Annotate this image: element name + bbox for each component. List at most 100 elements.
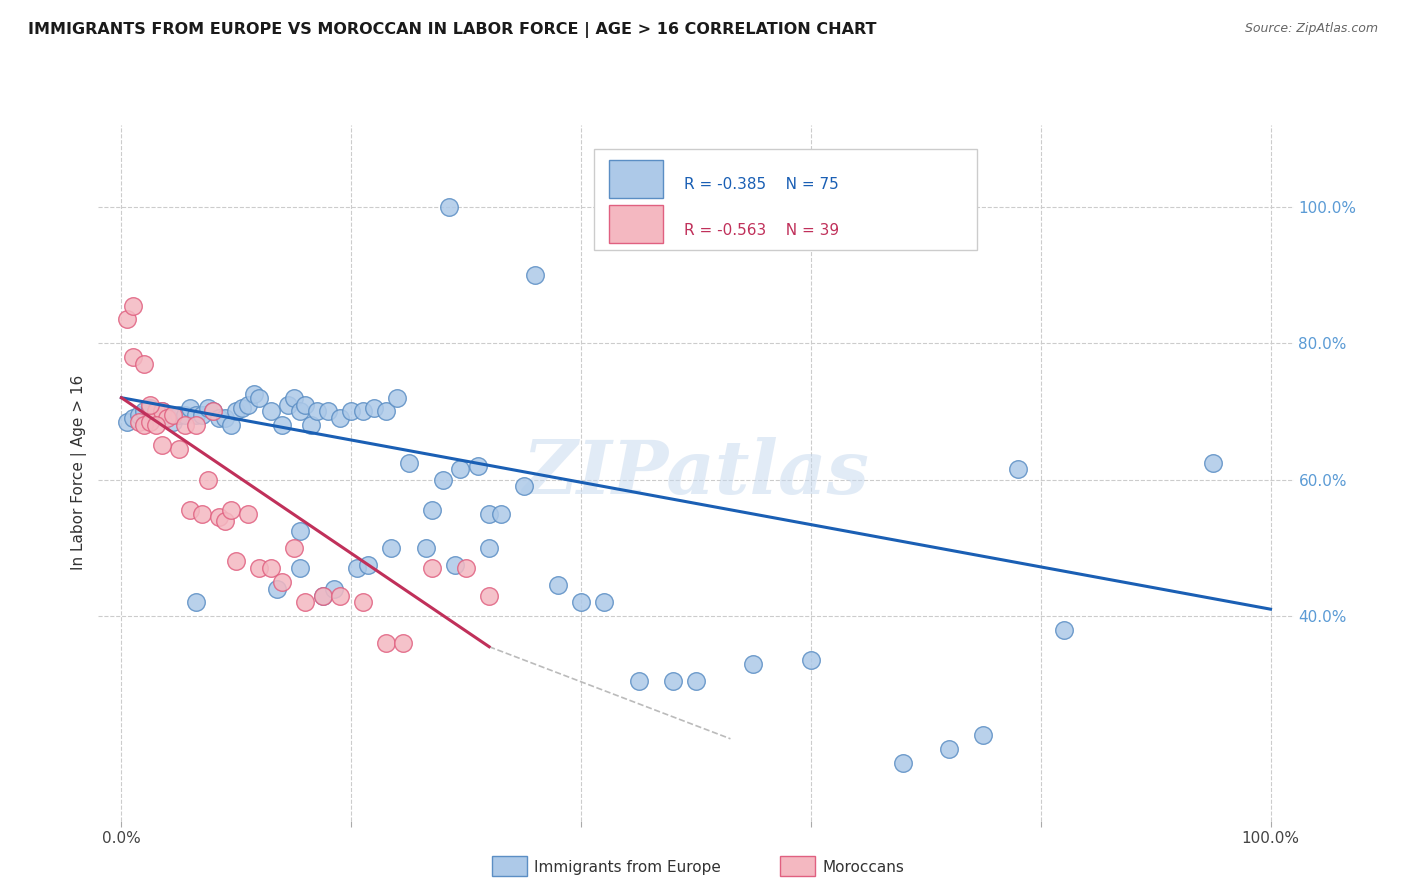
Bar bbox=[609, 160, 662, 198]
Point bbox=[219, 417, 242, 432]
Point bbox=[197, 401, 219, 415]
Text: R = -0.563    N = 39: R = -0.563 N = 39 bbox=[685, 223, 839, 238]
Point bbox=[115, 312, 138, 326]
Point bbox=[156, 408, 179, 422]
Point bbox=[139, 415, 162, 429]
Point bbox=[627, 673, 650, 688]
Point bbox=[420, 561, 443, 575]
Point bbox=[415, 541, 437, 555]
Point bbox=[247, 561, 270, 575]
Point bbox=[145, 404, 167, 418]
Point bbox=[294, 398, 316, 412]
Point bbox=[478, 507, 501, 521]
Point bbox=[134, 357, 156, 371]
Text: Immigrants from Europe: Immigrants from Europe bbox=[534, 860, 721, 874]
Point bbox=[311, 589, 333, 603]
Point bbox=[122, 299, 145, 313]
Point bbox=[145, 404, 167, 418]
Point bbox=[742, 657, 765, 671]
Point bbox=[294, 595, 316, 609]
Point bbox=[380, 541, 402, 555]
Point bbox=[323, 582, 346, 596]
Point bbox=[139, 401, 162, 415]
Point bbox=[208, 411, 231, 425]
Point bbox=[179, 503, 201, 517]
Point bbox=[316, 404, 339, 418]
Point bbox=[128, 408, 150, 422]
Point bbox=[139, 398, 162, 412]
Point bbox=[197, 473, 219, 487]
Point bbox=[489, 507, 512, 521]
Point bbox=[385, 391, 409, 405]
Point bbox=[478, 541, 501, 555]
Point bbox=[191, 507, 214, 521]
Point bbox=[420, 503, 443, 517]
Point bbox=[1202, 456, 1225, 470]
Point bbox=[219, 503, 242, 517]
Point bbox=[225, 404, 247, 418]
Point bbox=[225, 554, 247, 568]
Point bbox=[329, 589, 352, 603]
Bar bbox=[609, 205, 662, 244]
Point bbox=[191, 408, 214, 422]
Point bbox=[432, 473, 454, 487]
Point bbox=[214, 411, 236, 425]
Point bbox=[150, 438, 173, 452]
Point bbox=[456, 561, 478, 575]
Point bbox=[150, 404, 173, 418]
Point bbox=[271, 417, 294, 432]
Point bbox=[800, 653, 823, 667]
Point bbox=[288, 561, 311, 575]
Point bbox=[283, 541, 305, 555]
Text: R = -0.385    N = 75: R = -0.385 N = 75 bbox=[685, 178, 839, 192]
Point bbox=[357, 558, 380, 572]
Point bbox=[162, 415, 184, 429]
Point bbox=[569, 595, 592, 609]
Point bbox=[392, 636, 415, 650]
Point bbox=[1053, 623, 1076, 637]
Point bbox=[662, 673, 685, 688]
Point bbox=[236, 507, 259, 521]
Point bbox=[247, 391, 270, 405]
Point bbox=[374, 636, 396, 650]
Point bbox=[374, 404, 396, 418]
Point bbox=[184, 408, 207, 422]
Point bbox=[547, 578, 569, 592]
FancyBboxPatch shape bbox=[595, 149, 977, 250]
Text: Source: ZipAtlas.com: Source: ZipAtlas.com bbox=[1244, 22, 1378, 36]
Y-axis label: In Labor Force | Age > 16: In Labor Force | Age > 16 bbox=[72, 376, 87, 570]
Point bbox=[685, 673, 707, 688]
Point bbox=[214, 514, 236, 528]
Point bbox=[283, 391, 305, 405]
Point bbox=[115, 415, 138, 429]
Point bbox=[184, 595, 207, 609]
Point bbox=[305, 404, 328, 418]
Point bbox=[938, 742, 960, 756]
Point bbox=[150, 404, 173, 418]
Point bbox=[277, 398, 299, 412]
Point bbox=[478, 589, 501, 603]
Point bbox=[467, 458, 489, 473]
Point bbox=[122, 411, 145, 425]
Point bbox=[173, 408, 195, 422]
Point bbox=[352, 404, 374, 418]
Text: Moroccans: Moroccans bbox=[823, 860, 904, 874]
Point bbox=[1007, 462, 1029, 476]
Point bbox=[329, 411, 352, 425]
Point bbox=[167, 442, 190, 456]
Point bbox=[173, 417, 195, 432]
Point bbox=[167, 408, 190, 422]
Point bbox=[288, 524, 311, 538]
Point bbox=[236, 398, 259, 412]
Point bbox=[179, 401, 201, 415]
Point bbox=[266, 582, 288, 596]
Point bbox=[449, 462, 471, 476]
Point bbox=[208, 510, 231, 524]
Point bbox=[162, 408, 184, 422]
Point bbox=[184, 417, 207, 432]
Point bbox=[299, 417, 322, 432]
Text: ZIPatlas: ZIPatlas bbox=[523, 436, 869, 509]
Point bbox=[352, 595, 374, 609]
Point bbox=[437, 200, 460, 214]
Point bbox=[398, 456, 420, 470]
